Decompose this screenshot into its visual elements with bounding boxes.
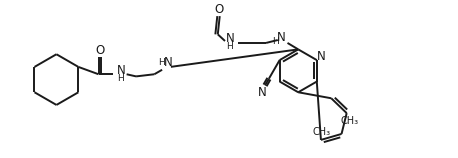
Text: CH₃: CH₃ (341, 116, 359, 126)
Text: H: H (117, 74, 124, 83)
Text: N: N (317, 50, 326, 63)
Text: N: N (277, 31, 286, 44)
Text: H: H (273, 37, 279, 46)
Text: N: N (116, 64, 125, 77)
Text: CH₃: CH₃ (313, 127, 331, 137)
Text: O: O (214, 3, 224, 16)
Text: N: N (258, 86, 267, 99)
Text: N: N (164, 56, 172, 70)
Text: O: O (95, 44, 104, 57)
Text: N: N (225, 32, 234, 45)
Text: H: H (158, 58, 164, 67)
Text: H: H (227, 42, 233, 51)
